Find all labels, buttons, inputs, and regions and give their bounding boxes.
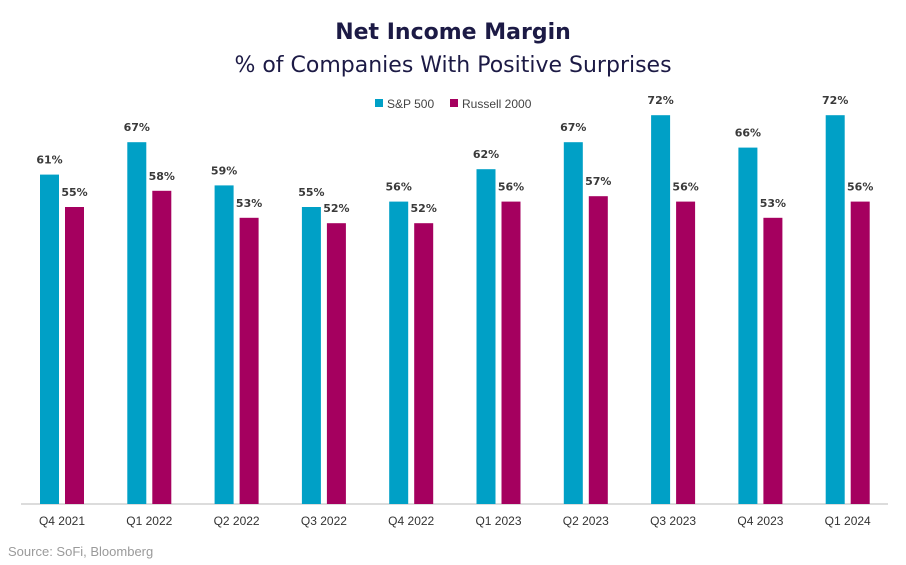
bar-sp500-q42023 [738, 147, 758, 504]
bar-sp500-q42022 [389, 201, 409, 504]
bar-russell2000-q12022 [152, 190, 172, 505]
data-label-sp500-q12022: 67% [124, 121, 150, 134]
legend-swatch-sp500 [375, 99, 383, 107]
data-label-russell2000-q12022: 58% [149, 170, 175, 183]
bar-sp500-q22022 [214, 185, 234, 504]
data-label-sp500-q32023: 72% [647, 94, 673, 107]
legend-swatch-russell2000 [450, 99, 458, 107]
bar-russell2000-q22023 [588, 196, 608, 504]
x-tick-label: Q3 2022 [301, 514, 347, 528]
x-tick-label: Q2 2022 [214, 514, 260, 528]
source-note: Source: SoFi, Bloomberg [8, 544, 153, 559]
data-label-russell2000-q32022: 52% [323, 202, 349, 215]
data-label-sp500-q42021: 61% [36, 154, 62, 167]
data-label-sp500-q12023: 62% [473, 148, 499, 161]
bar-sp500-q12023 [476, 169, 496, 504]
legend: S&P 500 Russell 2000 [375, 97, 532, 111]
data-labels: 61% 55% 67% 58% 59% 53% 55% 52% 56% 52% 62% 56% 67% 5… [36, 94, 873, 215]
x-tick-label: Q4 2021 [39, 514, 85, 528]
data-label-sp500-q32022: 55% [298, 186, 324, 199]
bar-sp500-q32023 [651, 115, 671, 504]
data-label-russell2000-q42023: 53% [760, 197, 786, 210]
data-label-sp500-q42023: 66% [735, 127, 761, 140]
chart-subtitle: % of Companies With Positive Surprises [234, 53, 671, 78]
data-label-sp500-q22023: 67% [560, 121, 586, 134]
bar-sp500-q12022 [127, 142, 147, 504]
data-label-russell2000-q32023: 56% [672, 181, 698, 194]
data-label-sp500-q22022: 59% [211, 164, 237, 177]
x-tick-label: Q3 2023 [650, 514, 696, 528]
bar-sp500-q22023 [563, 142, 583, 504]
bar-russell2000-q22022 [239, 217, 259, 505]
bar-russell2000-q42023 [763, 217, 783, 505]
data-label-russell2000-q42022: 52% [411, 202, 437, 215]
bar-russell2000-q32022 [326, 223, 346, 504]
x-tick-label: Q1 2022 [126, 514, 172, 528]
x-tick-label: Q4 2023 [737, 514, 783, 528]
x-tick-label: Q1 2024 [825, 514, 871, 528]
data-label-russell2000-q42021: 55% [61, 186, 87, 199]
data-label-russell2000-q22022: 53% [236, 197, 262, 210]
bar-russell2000-q12023 [501, 201, 521, 504]
bar-russell2000-q32023 [676, 201, 696, 504]
bar-russell2000-q42021 [65, 207, 84, 504]
x-tick-label: Q4 2022 [388, 514, 434, 528]
data-label-russell2000-q12024: 56% [847, 181, 873, 194]
data-label-sp500-q12024: 72% [822, 94, 848, 107]
bars [40, 115, 870, 505]
data-label-russell2000-q12023: 56% [498, 181, 524, 194]
bar-russell2000-q12024 [850, 201, 870, 504]
bar-sp500-q12024 [825, 115, 845, 504]
x-tick-labels: Q4 2021 Q1 2022 Q2 2022 Q3 2022 Q4 2022 Q1 20… [39, 514, 871, 528]
x-tick-label: Q1 2023 [475, 514, 521, 528]
legend-label-sp500: S&P 500 [387, 97, 434, 111]
x-tick-label: Q2 2023 [563, 514, 609, 528]
data-label-sp500-q42022: 56% [386, 181, 412, 194]
legend-label-russell2000: Russell 2000 [462, 97, 532, 111]
bar-sp500-q42021 [40, 174, 59, 504]
bar-russell2000-q42022 [414, 223, 434, 504]
data-label-russell2000-q22023: 57% [585, 175, 611, 188]
chart-title: Net Income Margin [335, 20, 571, 45]
bar-sp500-q32022 [301, 207, 321, 504]
